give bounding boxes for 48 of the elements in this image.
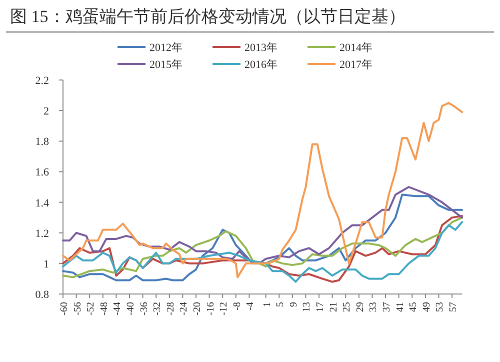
y-tick-label: 1.2 (35, 228, 49, 240)
y-tick-label: 0.8 (35, 289, 50, 301)
x-tick-label: -4 (245, 302, 256, 310)
x-tick-label: 29 (354, 302, 366, 312)
line-series (62, 194, 463, 282)
chart-title: 图 15：鸡蛋端午节前后价格变动情况（以节日定基） (10, 7, 406, 26)
y-tick-label: 1.4 (35, 197, 50, 210)
x-tick-label: -28 (165, 302, 176, 316)
x-tick-label: 9 (288, 302, 300, 307)
x-tick-label: 49 (421, 302, 432, 312)
x-tick-label: -12 (218, 302, 230, 316)
x-tick-label: 17 (315, 302, 326, 312)
x-tick-label: -56 (72, 302, 84, 316)
x-tick-label: -8 (232, 302, 243, 310)
x-tick-label: -60 (59, 302, 70, 316)
x-tick-label: 53 (434, 302, 446, 312)
x-tick-label: 45 (408, 302, 420, 312)
x-tick-label: 1 (262, 302, 273, 307)
x-tick-label: 41 (394, 302, 406, 312)
y-tick-label: 1.8 (35, 136, 50, 148)
x-tick-label: -36 (138, 302, 150, 316)
legend-label: 2013年 (244, 42, 278, 54)
legend-label: 2014年 (340, 42, 372, 54)
line-series (62, 102, 463, 278)
x-tick-label: 37 (382, 302, 393, 312)
x-tick-label: -48 (98, 302, 110, 316)
legend-label: 2017年 (340, 59, 372, 71)
legend-label: 2016年 (244, 59, 278, 71)
x-tick-label: 5 (275, 302, 286, 307)
y-tick-label: 1.6 (35, 166, 50, 179)
x-tick-label: 21 (328, 302, 340, 312)
x-tick-label: -40 (126, 302, 136, 316)
y-tick-label: 2.2 (35, 75, 49, 87)
x-tick-label: -20 (192, 302, 203, 316)
x-tick-label: -32 (152, 302, 164, 316)
x-tick-label: -44 (112, 302, 124, 316)
x-tick-label: 57 (448, 302, 460, 312)
x-tick-label: 25 (342, 302, 353, 312)
x-tick-label: 13 (302, 302, 313, 312)
legend-label: 2012年 (150, 42, 182, 54)
x-tick-label: -24 (178, 302, 190, 316)
legend-label: 2015年 (150, 59, 182, 71)
x-tick-label: -52 (86, 302, 97, 316)
x-tick-label: 33 (368, 302, 380, 312)
y-tick-label: 2 (44, 106, 49, 118)
x-tick-label: -16 (205, 302, 216, 316)
y-tick-label: 1 (44, 258, 49, 270)
line-series (62, 186, 463, 264)
